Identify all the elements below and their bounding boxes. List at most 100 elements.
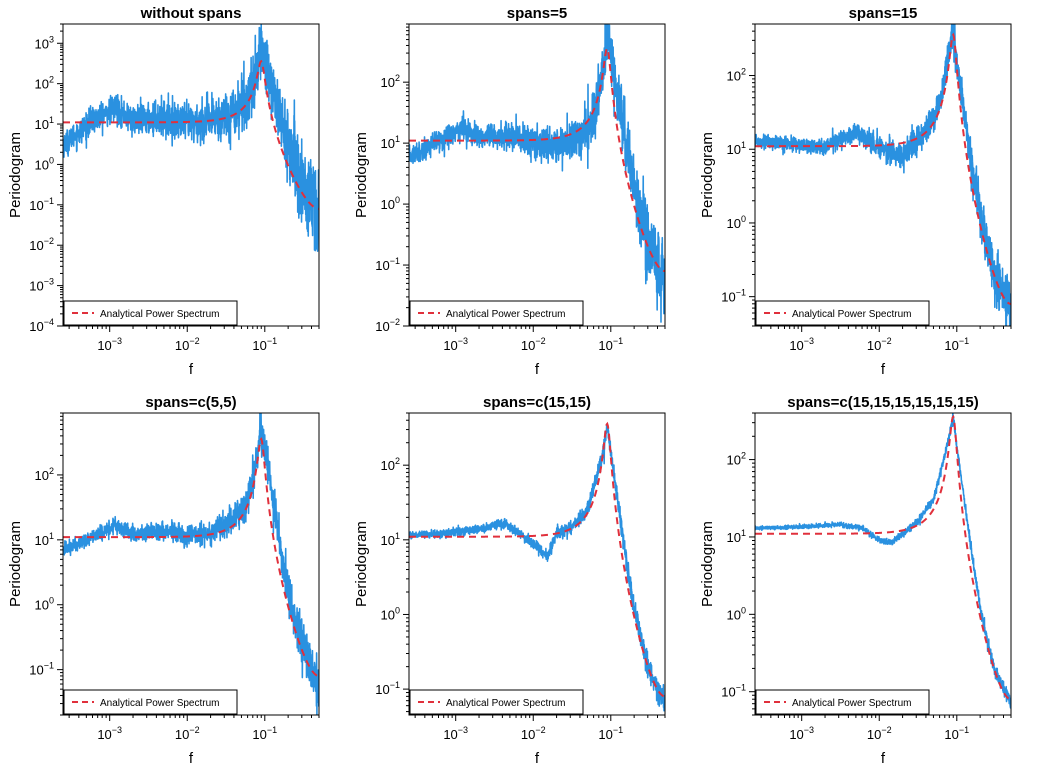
legend-label: Analytical Power Spectrum	[100, 698, 220, 709]
x-axis-label: f	[189, 361, 194, 378]
chart-panel-6: spans=c(15,15,15,15,15,15) 10−3 10−2 10−1 10…	[699, 394, 1012, 767]
x-tick-label: 10−1	[598, 336, 623, 353]
y-axis-label: Periodogram	[7, 132, 24, 218]
legend-label: Analytical Power Spectrum	[792, 309, 912, 320]
y-tick-label: 100	[727, 214, 746, 231]
y-axis-label: Periodogram	[699, 521, 716, 607]
y-tick-label: 10−2	[29, 236, 54, 253]
x-axis-label: f	[535, 361, 540, 378]
analytical-spectrum-line	[755, 414, 1011, 701]
y-tick-label: 103	[35, 34, 54, 51]
y-tick-label: 101	[381, 134, 400, 151]
chart-panel-5: spans=c(15,15) 10−3 10−2 10−1 10−1 100 101 102 f…	[353, 394, 666, 767]
x-tick-label: 10−3	[789, 336, 814, 353]
y-tick-label: 100	[35, 155, 54, 172]
y-tick-label: 10−1	[721, 288, 746, 305]
y-tick-label: 102	[727, 67, 746, 84]
analytical-spectrum-line	[409, 421, 665, 698]
x-tick-label: 10−3	[97, 336, 122, 353]
y-tick-label: 10−1	[375, 680, 400, 697]
y-tick-label: 101	[727, 140, 746, 157]
y-axis-label: Periodogram	[353, 132, 370, 218]
x-tick-label: 10−2	[521, 725, 546, 742]
legend: Analytical Power Spectrum	[409, 300, 584, 326]
y-tick-label: 102	[381, 73, 400, 90]
x-tick-label: 10−2	[867, 725, 892, 742]
y-tick-label: 101	[35, 531, 54, 548]
legend: Analytical Power Spectrum	[409, 689, 584, 715]
x-tick-label: 10−2	[175, 336, 200, 353]
x-tick-label: 10−1	[598, 725, 623, 742]
x-tick-label: 10−1	[944, 336, 969, 353]
y-tick-label: 100	[35, 596, 54, 613]
legend: Analytical Power Spectrum	[755, 689, 930, 715]
x-tick-label: 10−3	[443, 725, 468, 742]
x-axis-label: f	[881, 361, 886, 378]
x-tick-label: 10−1	[252, 336, 277, 353]
plot-frame	[408, 412, 666, 716]
periodogram-line	[63, 24, 319, 252]
legend-label: Analytical Power Spectrum	[446, 698, 566, 709]
periodogram-line	[63, 413, 319, 715]
legend-box	[755, 689, 930, 715]
y-tick-label: 10−1	[375, 256, 400, 273]
x-tick-label: 10−1	[252, 725, 277, 742]
legend-label: Analytical Power Spectrum	[446, 309, 566, 320]
y-tick-label: 101	[727, 528, 746, 545]
periodogram-line	[755, 413, 1011, 709]
y-tick-label: 100	[727, 605, 746, 622]
x-tick-label: 10−2	[521, 336, 546, 353]
legend: Analytical Power Spectrum	[63, 300, 238, 326]
x-tick-label: 10−2	[867, 336, 892, 353]
y-tick-label: 10−4	[29, 317, 54, 334]
analytical-spectrum-line	[755, 32, 1011, 305]
legend: Analytical Power Spectrum	[755, 300, 930, 326]
periodogram-line	[409, 423, 665, 712]
panel-title: spans=c(5,5)	[145, 394, 236, 411]
y-tick-label: 101	[381, 531, 400, 548]
y-tick-label: 10−3	[29, 277, 54, 294]
panel-title: spans=15	[849, 5, 918, 22]
y-axis-label: Periodogram	[353, 521, 370, 607]
legend: Analytical Power Spectrum	[63, 689, 238, 715]
analytical-spectrum-line	[63, 437, 319, 678]
y-tick-label: 10−1	[29, 661, 54, 678]
y-tick-label: 10−1	[29, 196, 54, 213]
plot-frame	[754, 412, 1012, 716]
panel-title: without spans	[140, 5, 242, 22]
legend-label: Analytical Power Spectrum	[792, 698, 912, 709]
y-tick-label: 100	[381, 195, 400, 212]
y-tick-label: 102	[35, 75, 54, 92]
y-axis-label: Periodogram	[7, 521, 24, 607]
x-tick-label: 10−2	[175, 725, 200, 742]
x-tick-label: 10−3	[97, 725, 122, 742]
chart-panel-1: without spans 10−3 10−2 10−1 10−4 10−3 10−2 10−…	[7, 5, 320, 378]
periodogram-line	[409, 24, 665, 323]
y-axis-label: Periodogram	[699, 132, 716, 218]
chart-panel-3: spans=15 10−3 10−2 10−1 10−1 100 101 102 f Period…	[699, 5, 1012, 378]
y-tick-label: 10−2	[375, 317, 400, 334]
chart-panel-2: spans=5 10−3 10−2 10−1 10−2 10−1 100 101 102 f Per…	[353, 5, 666, 378]
analytical-spectrum-line	[63, 59, 319, 210]
y-tick-label: 101	[35, 115, 54, 132]
plot-frame	[62, 23, 320, 327]
x-axis-label: f	[189, 750, 194, 767]
chart-panel-4: spans=c(5,5) 10−3 10−2 10−1 10−1 100 101 102 f Pe…	[7, 394, 320, 767]
analytical-spectrum-line	[409, 46, 665, 273]
x-tick-label: 10−1	[944, 725, 969, 742]
panel-title: spans=c(15,15,15,15,15,15)	[787, 394, 978, 411]
plot-frame	[62, 412, 320, 716]
panel-title: spans=c(15,15)	[483, 394, 591, 411]
y-tick-label: 10−1	[721, 683, 746, 700]
y-tick-label: 102	[35, 466, 54, 483]
y-tick-label: 102	[381, 456, 400, 473]
x-axis-label: f	[535, 750, 540, 767]
x-tick-label: 10−3	[789, 725, 814, 742]
panel-title: spans=5	[507, 5, 567, 22]
x-axis-label: f	[881, 750, 886, 767]
y-tick-label: 102	[727, 451, 746, 468]
x-tick-label: 10−3	[443, 336, 468, 353]
legend-label: Analytical Power Spectrum	[100, 309, 220, 320]
plot-frame	[754, 23, 1012, 327]
